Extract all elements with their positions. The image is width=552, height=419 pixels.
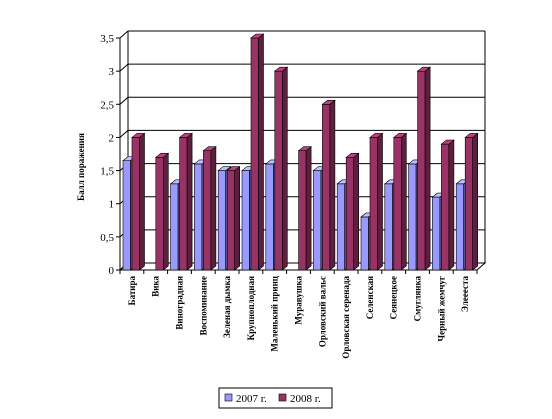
- grid-diagonal: [119, 96, 129, 105]
- bar-2008-2: [178, 132, 193, 271]
- x-category-label: Элеееста: [460, 276, 470, 313]
- y-tick-label: 3,5: [100, 33, 114, 45]
- x-category-label: Воспоминание: [198, 276, 208, 335]
- x-category-label: Батира: [127, 276, 137, 306]
- legend: 2007 г. 2008 г.: [218, 387, 333, 409]
- legend-box: [218, 387, 333, 409]
- x-category-label: Крупноплодная: [246, 276, 256, 340]
- grid-diagonal: [119, 30, 129, 39]
- y-axis-label: Балл поражения: [76, 133, 86, 201]
- bars: [122, 33, 479, 271]
- bar-2008-1: [154, 152, 170, 271]
- x-category-label: Селенская: [365, 276, 375, 319]
- grid-diagonal: [119, 130, 129, 138]
- x-category-label: Зеленая дымка: [222, 276, 232, 338]
- bar-2008-5: [250, 33, 265, 271]
- legend-swatch: [278, 393, 287, 402]
- x-category-label: Орловская серенада: [341, 276, 351, 359]
- x-category-label: Черный жемчуг: [436, 276, 446, 341]
- x-category-label: Маленький принц: [270, 275, 280, 351]
- bar-2008-12: [416, 66, 431, 271]
- y-tick-label: 1,5: [100, 166, 114, 178]
- y-tick-label: 3: [109, 66, 115, 78]
- bar-2008-8: [321, 99, 336, 271]
- legend-swatch: [224, 393, 233, 402]
- x-category-label: Муравушка: [294, 276, 304, 325]
- y-tick-label: 0,5: [100, 232, 114, 244]
- bar-2008-13: [440, 139, 455, 271]
- x-category-label: Вика: [151, 276, 161, 297]
- bar-2008-7: [297, 146, 312, 271]
- grid-diagonal: [119, 63, 129, 72]
- x-category-label: Виноградная: [175, 276, 185, 330]
- bar-2008-6: [273, 66, 289, 271]
- bar-2008-3: [202, 146, 217, 271]
- y-tick-label: 1: [109, 199, 115, 211]
- x-axis-categories: Батира Вика Виноградная Воспоминание Зеленая…: [119, 270, 478, 359]
- bar-2008-11: [392, 132, 408, 271]
- y-tick-label: 2,5: [100, 99, 114, 111]
- bar-2008-9: [345, 152, 360, 271]
- legend-label: 2007 г.: [236, 393, 267, 405]
- x-category-label: Смуглянка: [413, 276, 423, 322]
- bar-2008-4: [226, 165, 241, 271]
- bar-2008-14: [464, 132, 479, 271]
- x-category-label: Орловский вальс: [317, 276, 327, 347]
- bar-2008-0: [131, 132, 146, 271]
- y-tick-label: 0: [109, 265, 115, 277]
- legend-label: 2008 г.: [290, 393, 321, 405]
- bar-2008-10: [369, 132, 384, 271]
- y-axis-ticks: 0 0,5 1 1,5 2 2,5 3 3,5: [100, 33, 120, 277]
- x-category-label: Сеянецкое: [389, 276, 399, 319]
- y-tick-label: 2: [109, 132, 115, 144]
